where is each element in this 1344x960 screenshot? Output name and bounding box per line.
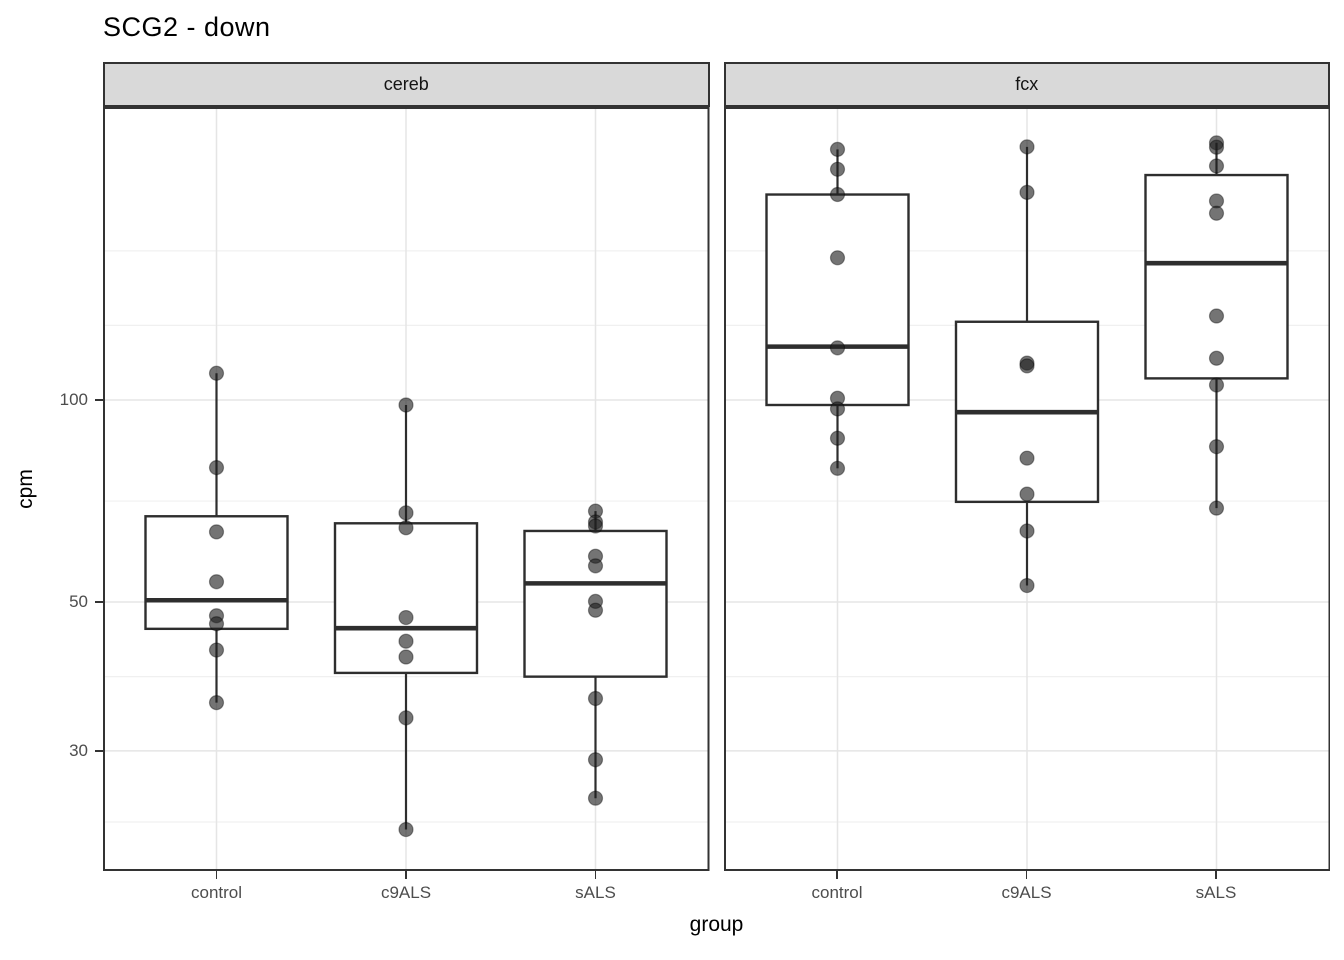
x-tick-label: control <box>811 883 863 902</box>
panel-canvas-fcx <box>723 107 1330 871</box>
x-tick-mark <box>836 871 838 879</box>
data-point <box>1208 205 1224 221</box>
data-point <box>1208 308 1224 324</box>
x-tick-mark <box>594 871 597 879</box>
x-tick-label: sALS <box>575 883 616 902</box>
data-point <box>587 602 604 618</box>
data-point <box>1208 439 1224 455</box>
data-point <box>398 710 414 726</box>
data-point <box>208 524 225 540</box>
data-point <box>1208 500 1224 516</box>
x-tick-mark <box>1025 871 1028 879</box>
y-tick-label: 100 <box>59 390 88 409</box>
data-point <box>1018 139 1035 155</box>
x-tick-mark <box>215 871 218 879</box>
data-point <box>398 505 414 521</box>
y-tick-mark <box>95 601 103 603</box>
x-tick-mark <box>1215 871 1217 879</box>
y-tick-mark <box>95 399 103 401</box>
data-point <box>829 141 845 158</box>
data-point <box>1018 486 1035 502</box>
data-point <box>829 161 845 177</box>
data-point <box>208 365 225 381</box>
x-axis-title: group <box>689 913 744 936</box>
data-point <box>587 518 604 534</box>
data-point <box>1018 450 1035 466</box>
data-point <box>208 616 225 632</box>
data-point <box>398 609 414 626</box>
data-point <box>208 459 225 476</box>
data-point <box>829 430 845 446</box>
data-point <box>587 790 604 806</box>
data-point <box>587 752 604 768</box>
boxplot-box <box>764 193 910 407</box>
facet-strip-fcx: fcx <box>723 62 1330 107</box>
data-point <box>587 558 604 574</box>
x-tick-label: c9ALS <box>380 883 432 902</box>
data-point <box>1018 523 1035 539</box>
y-tick-label: 30 <box>69 740 88 760</box>
data-point <box>829 186 845 203</box>
y-tick-mark <box>95 750 103 752</box>
data-point <box>398 821 414 838</box>
data-point <box>587 690 604 707</box>
plot-panel-fcx <box>723 107 1330 871</box>
x-tick-label: sALS <box>1195 883 1237 902</box>
chart-title: SCG2 - down <box>103 12 271 42</box>
data-point <box>1208 139 1224 155</box>
facet-strip-label: fcx <box>1015 74 1039 94</box>
data-point <box>1018 184 1035 200</box>
data-point <box>829 340 845 356</box>
data-point <box>829 401 845 417</box>
facet-strip-cereb: cereb <box>103 62 710 107</box>
x-tick-mark <box>405 871 407 879</box>
x-tick-label: control <box>190 883 243 902</box>
panel-border <box>723 107 1330 871</box>
panel-border <box>103 107 710 871</box>
data-point <box>1018 577 1035 594</box>
data-point <box>1018 358 1035 374</box>
data-point <box>398 649 414 665</box>
panel-canvas-cereb <box>103 107 710 871</box>
data-point <box>398 520 414 536</box>
data-point <box>208 574 225 590</box>
plot-panel-cereb <box>103 107 710 871</box>
data-point <box>829 250 845 266</box>
data-point <box>208 695 225 711</box>
facet-strip-label: cereb <box>383 74 429 94</box>
data-point <box>208 642 225 658</box>
y-tick-label: 50 <box>69 591 88 611</box>
boxplot-box <box>333 522 479 675</box>
data-point <box>829 460 845 476</box>
data-point <box>398 633 414 649</box>
data-point <box>1208 377 1224 393</box>
y-axis-title: cpm <box>14 469 37 509</box>
x-tick-label: c9ALS <box>1001 883 1052 902</box>
data-point <box>1208 158 1224 174</box>
data-point <box>1208 350 1224 366</box>
data-point <box>398 397 414 413</box>
